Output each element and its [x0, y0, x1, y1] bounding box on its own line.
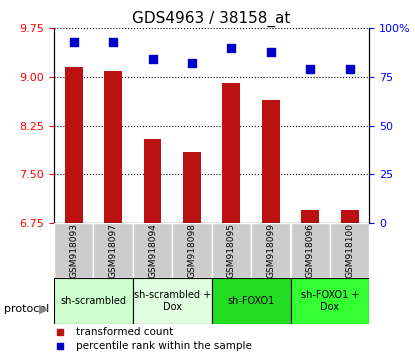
Bar [183, 152, 201, 223]
Text: GSM918100: GSM918100 [345, 223, 354, 278]
Bar [144, 139, 161, 223]
Point [268, 49, 274, 55]
Bar [133, 278, 212, 324]
Bar [93, 223, 133, 278]
Text: ▶: ▶ [39, 302, 49, 315]
Text: GSM918094: GSM918094 [148, 223, 157, 278]
Text: sh-scrambled: sh-scrambled [60, 296, 127, 306]
Bar [54, 223, 93, 278]
Bar [54, 278, 133, 324]
Text: percentile rank within the sample: percentile rank within the sample [76, 341, 252, 350]
Point [228, 45, 235, 51]
Bar [290, 223, 330, 278]
Bar [133, 223, 172, 278]
Bar [330, 223, 369, 278]
Text: GSM918098: GSM918098 [188, 223, 196, 278]
Bar [301, 210, 319, 223]
Point [149, 57, 156, 62]
Text: sh-FOXO1 +
Dox: sh-FOXO1 + Dox [301, 290, 359, 312]
Point [71, 39, 77, 45]
Bar [212, 278, 290, 324]
Text: GSM918096: GSM918096 [306, 223, 315, 278]
Point [189, 61, 195, 66]
Bar [290, 278, 369, 324]
Bar [341, 210, 359, 223]
Bar [65, 67, 83, 223]
Text: GSM918095: GSM918095 [227, 223, 236, 278]
Text: GSM918099: GSM918099 [266, 223, 275, 278]
Bar [172, 223, 212, 278]
Bar [104, 70, 122, 223]
Text: protocol: protocol [4, 304, 49, 314]
Bar [251, 223, 290, 278]
Text: sh-scrambled +
Dox: sh-scrambled + Dox [134, 290, 211, 312]
Text: GSM918097: GSM918097 [109, 223, 117, 278]
Point [110, 39, 117, 45]
Text: transformed count: transformed count [76, 327, 173, 337]
Text: sh-FOXO1: sh-FOXO1 [227, 296, 275, 306]
Point [347, 67, 353, 72]
Point [307, 67, 314, 72]
Title: GDS4963 / 38158_at: GDS4963 / 38158_at [132, 11, 291, 27]
Bar [262, 100, 280, 223]
Text: GSM918093: GSM918093 [69, 223, 78, 278]
Bar [212, 223, 251, 278]
Bar [222, 84, 240, 223]
